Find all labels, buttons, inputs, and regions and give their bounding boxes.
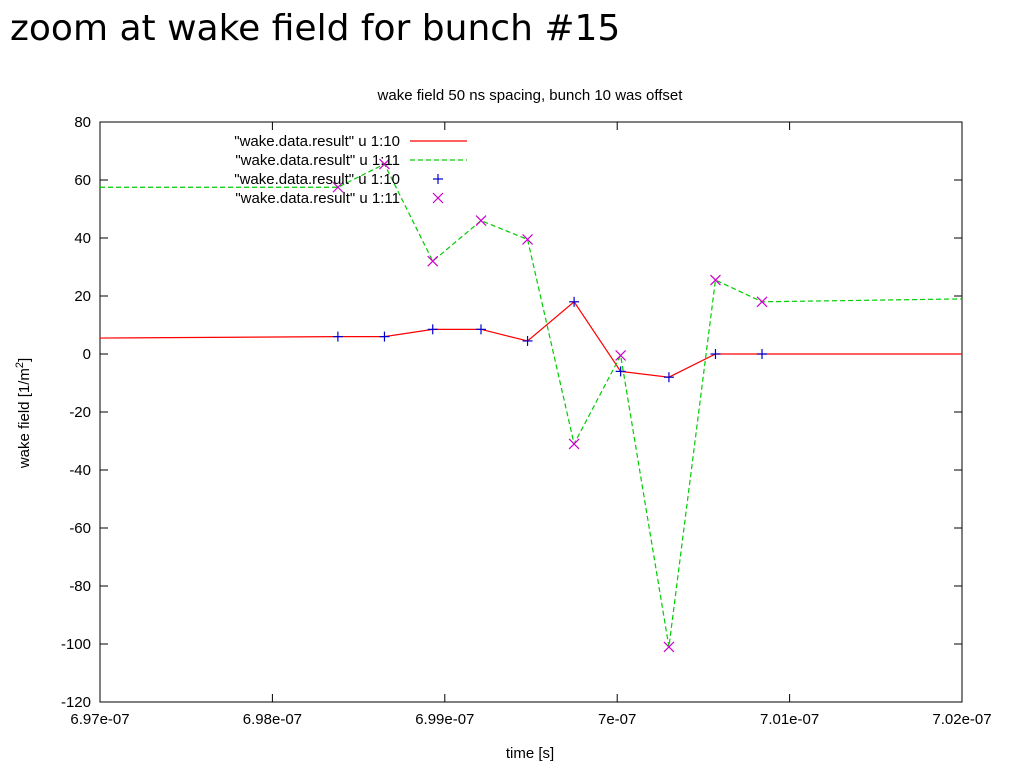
y-axis-title: wake field [1/m2] <box>14 358 33 469</box>
x-tick-label: 6.97e-07 <box>70 711 129 728</box>
y-tick-label: 60 <box>74 172 91 189</box>
legend-label: "wake.data.result" u 1:11 <box>235 152 400 169</box>
x-tick-label: 6.99e-07 <box>415 711 474 728</box>
x-tick-label: 7.01e-07 <box>760 711 819 728</box>
series-line-2 <box>100 163 963 647</box>
series-4-point <box>427 255 439 267</box>
series-line-1 <box>99 300 962 378</box>
legend-swatch <box>432 192 444 204</box>
legend: "wake.data.result" u 1:10 "wake.data.resu… <box>234 133 467 207</box>
series-3-point <box>332 331 343 342</box>
x-axis-title: time [s] <box>506 745 554 762</box>
series-4-point <box>756 296 768 308</box>
series-3-point <box>476 324 487 335</box>
plot-frame <box>99 121 963 703</box>
series-3-point <box>427 324 438 335</box>
y-tick-label: 20 <box>74 288 91 305</box>
x-tick-label: 6.98e-07 <box>243 711 302 728</box>
series-4-point <box>663 641 675 653</box>
y-tick-label: -40 <box>69 462 91 479</box>
chart-title: wake field 50 ns spacing, bunch 10 was o… <box>377 87 684 104</box>
legend-label: "wake.data.result" u 1:11 <box>235 190 400 207</box>
series-4-point <box>475 215 487 227</box>
series-4-point <box>615 350 627 361</box>
y-tick-label: -60 <box>69 520 91 537</box>
slide-title: zoom at wake field for bunch #15 <box>10 8 621 49</box>
y-tick-label: 0 <box>83 346 91 363</box>
legend-label: "wake.data.result" u 1:10 <box>234 171 400 188</box>
series-4-point <box>379 158 390 170</box>
y-axis-title-sup: 2 <box>14 362 26 368</box>
series-3-point <box>663 372 674 383</box>
y-tick-label: 40 <box>74 230 91 247</box>
y-tick-label: -100 <box>61 636 91 653</box>
series-group <box>99 158 963 653</box>
series-4-point <box>332 181 344 193</box>
y-tick-label: -80 <box>69 578 91 595</box>
series-3-point <box>710 349 721 359</box>
series-4-point <box>568 438 580 450</box>
y-tick-label: -120 <box>61 694 91 711</box>
series-4-point <box>522 234 533 245</box>
legend-swatch <box>433 174 443 184</box>
y-axis-title-close: ] <box>16 358 33 362</box>
series-3-point <box>757 349 768 359</box>
x-tick-label: 7e-07 <box>598 711 636 728</box>
series-3-point <box>522 335 533 346</box>
y-axis-title-text: wake field [1/m <box>16 368 33 469</box>
series-4-point <box>710 274 721 286</box>
series-3-point <box>569 296 580 307</box>
y-tick-label: 80 <box>74 114 91 131</box>
x-tick-label: 7.02e-07 <box>932 711 991 728</box>
y-tick-label: -20 <box>69 404 91 421</box>
legend-label: "wake.data.result" u 1:10 <box>234 133 400 150</box>
series-3-point <box>379 331 390 342</box>
series-3-point <box>615 366 626 377</box>
